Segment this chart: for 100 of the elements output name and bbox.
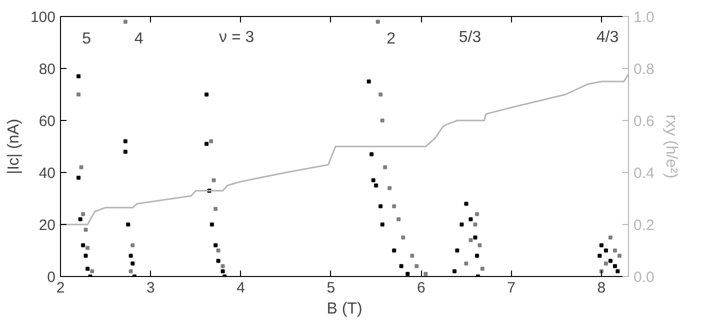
point [460,222,464,226]
y2-tick-label: 0.6 [634,113,654,130]
point [380,118,384,122]
point [475,254,480,258]
point [204,142,209,146]
point [76,74,81,78]
point [464,262,468,266]
point [216,248,220,252]
point [612,248,617,252]
point [468,238,473,242]
x-tick-label: 5 [326,280,336,296]
point [396,217,401,222]
y-tick-label: 100 [30,9,56,26]
point [452,269,456,274]
point [598,254,602,258]
point [612,264,617,268]
point [464,202,468,206]
point [123,150,128,154]
point [90,269,94,274]
point [84,254,88,258]
point [204,92,209,96]
point [473,222,478,226]
point [475,212,480,216]
y-tick-label: 60 [38,113,56,130]
point [130,243,135,248]
point [78,217,82,222]
y-axis-title: |Ic| (nA) [5,118,22,174]
point [383,165,388,170]
annotation: 4 [134,30,144,48]
point [608,236,612,240]
point [126,222,130,226]
point [608,258,612,263]
point [79,165,84,170]
point [210,222,214,226]
y-tick-label: 20 [38,217,56,234]
point [212,178,216,182]
y-tick-label: 0 [47,269,56,286]
point [424,272,428,276]
y-tick-label: 80 [38,61,56,78]
point [374,184,378,188]
point [370,152,374,156]
point [86,266,90,271]
x-tick-label: 7 [507,280,516,296]
point [378,204,383,208]
point [81,243,86,248]
x-tick-label: 4 [236,280,245,296]
point [76,92,81,96]
annotation: 2 [386,30,396,48]
point [220,264,225,268]
point [399,264,404,268]
y2-tick-label: 0.8 [634,61,654,78]
annotation: 5 [82,30,92,48]
point [410,254,414,258]
x-tick-label: 2 [56,280,65,296]
point [209,139,214,144]
point [478,243,482,248]
x-axis-title: B (T) [326,300,362,318]
point [86,246,90,250]
y2-axis-title: rxy (h/e²) [662,114,680,178]
point [76,176,81,180]
x-tick-label: 6 [416,280,426,296]
point [216,258,220,263]
point [380,222,384,226]
point [378,92,383,96]
point [220,269,225,274]
x-tick-label: 3 [146,280,155,296]
point [599,243,604,248]
annotation: ν = 3 [219,28,254,46]
point [376,20,380,24]
point [123,139,128,144]
y2-tick-label: 1.0 [634,9,654,26]
y2-tick-label: 0.0 [634,269,654,286]
point [84,228,88,232]
point [123,20,128,24]
annotation: 5/3 [458,28,482,46]
y2-tick-label: 0.4 [634,165,654,182]
point [480,266,484,271]
point [604,248,608,252]
point [473,236,478,240]
point [371,178,376,182]
point [388,186,392,190]
point [414,264,419,268]
point [455,248,460,252]
point [128,269,133,274]
point [81,212,86,216]
point [392,204,396,208]
point [406,272,410,276]
point [214,206,218,211]
point [214,243,218,248]
point [468,217,473,222]
y2-tick-label: 0.2 [634,217,654,234]
point [392,248,396,252]
x-tick-label: 8 [597,280,606,296]
point [130,262,135,266]
point [366,80,371,84]
y-tick-label: 40 [38,165,56,182]
point [401,236,406,240]
point [128,254,133,258]
point [617,254,622,258]
point [616,269,620,274]
